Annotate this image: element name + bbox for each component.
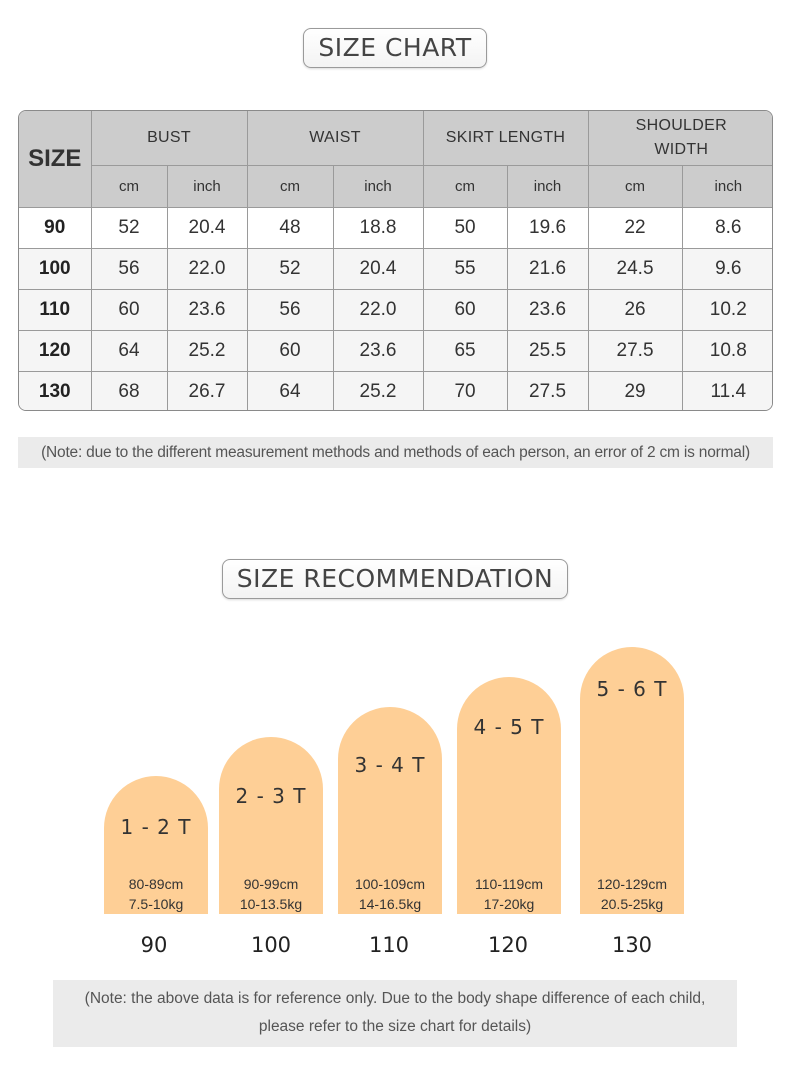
table-cell: 68 bbox=[90, 371, 168, 410]
table-cell: 10.8 bbox=[681, 330, 772, 372]
table-row: 90 52 20.4 48 18.8 50 19.6 22 8.6 bbox=[19, 207, 772, 249]
size-cell: 90 bbox=[19, 207, 92, 249]
height-range: 90-99cm bbox=[243, 876, 299, 892]
size-label-110: 110 bbox=[368, 933, 410, 957]
table-cell: 56 bbox=[246, 289, 334, 331]
table-cell: 25.2 bbox=[332, 371, 424, 410]
unit-header: cm bbox=[587, 165, 683, 208]
size-label-90: 90 bbox=[140, 933, 168, 957]
waist-header: WAIST bbox=[246, 111, 424, 166]
table-cell: 19.6 bbox=[506, 207, 589, 249]
table-cell: 60 bbox=[90, 289, 168, 331]
table-row: 130 68 26.7 64 25.2 70 27.5 29 11.4 bbox=[19, 371, 772, 410]
height-range: 110-119cm bbox=[475, 876, 543, 892]
age-range: 3 - 4 T bbox=[354, 753, 426, 777]
unit-header: cm bbox=[422, 165, 508, 208]
age-range: 5 - 6 T bbox=[596, 677, 668, 701]
reference-note-line-2: please refer to the size chart for detai… bbox=[258, 1018, 532, 1035]
weight-range: 17-20kg bbox=[483, 896, 535, 912]
table-cell: 70 bbox=[422, 371, 508, 410]
table-cell: 22.0 bbox=[332, 289, 424, 331]
table-cell: 26 bbox=[587, 289, 683, 331]
table-cell: 60 bbox=[422, 289, 508, 331]
size-recommendation-title-wrap: SIZE RECOMMENDATION bbox=[0, 559, 790, 599]
table-cell: 21.6 bbox=[506, 248, 589, 290]
size-chart-title-wrap: SIZE CHART bbox=[0, 28, 790, 68]
unit-header: cm bbox=[91, 165, 168, 208]
unit-header: inch bbox=[332, 165, 424, 208]
table-cell: 26.7 bbox=[166, 371, 248, 410]
table-cell: 11.4 bbox=[681, 371, 772, 410]
reference-note: (Note: the above data is for reference o… bbox=[53, 980, 737, 1047]
table-cell: 64 bbox=[90, 330, 168, 372]
table-cell: 56 bbox=[90, 248, 168, 290]
measurement-note: (Note: due to the different measurement … bbox=[18, 437, 773, 468]
unit-header: inch bbox=[166, 165, 248, 208]
table-cell: 22.0 bbox=[166, 248, 248, 290]
table-cell: 25.5 bbox=[506, 330, 589, 372]
table-cell: 23.6 bbox=[332, 330, 424, 372]
recommendation-pill-130: 5 - 6 T 120-129cm 20.5-25kg bbox=[580, 647, 684, 914]
weight-range: 7.5-10kg bbox=[128, 896, 184, 912]
recommendation-pill-90: 1 - 2 T 80-89cm 7.5-10kg bbox=[104, 776, 208, 914]
weight-range: 10-13.5kg bbox=[239, 896, 303, 912]
size-recommendation-title: SIZE RECOMMENDATION bbox=[221, 559, 569, 599]
bust-header: BUST bbox=[90, 111, 248, 166]
age-range: 2 - 3 T bbox=[235, 784, 307, 808]
size-label-120: 120 bbox=[487, 933, 529, 957]
height-range: 100-109cm bbox=[354, 876, 426, 892]
table-cell: 50 bbox=[422, 207, 508, 249]
recommendation-pill-120: 4 - 5 T 110-119cm 17-20kg bbox=[457, 677, 561, 914]
table-cell: 52 bbox=[90, 207, 168, 249]
size-label-130: 130 bbox=[611, 933, 653, 957]
table-cell: 27.5 bbox=[506, 371, 589, 410]
height-range: 120-129cm bbox=[596, 876, 668, 892]
age-range: 4 - 5 T bbox=[473, 715, 545, 739]
table-cell: 65 bbox=[422, 330, 508, 372]
table-row: 100 56 22.0 52 20.4 55 21.6 24.5 9.6 bbox=[19, 248, 772, 290]
table-cell: 9.6 bbox=[681, 248, 772, 290]
table-cell: 25.2 bbox=[166, 330, 248, 372]
shoulder-width-header: SHOULDER WIDTH bbox=[587, 111, 772, 166]
recommendation-pill-110: 3 - 4 T 100-109cm 14-16.5kg bbox=[338, 707, 442, 914]
table-cell: 20.4 bbox=[166, 207, 248, 249]
size-cell: 110 bbox=[19, 289, 92, 331]
table-cell: 29 bbox=[587, 371, 683, 410]
size-cell: 130 bbox=[19, 371, 92, 410]
table-cell: 24.5 bbox=[587, 248, 683, 290]
reference-note-line-1: (Note: the above data is for reference o… bbox=[84, 990, 706, 1007]
unit-header: inch bbox=[681, 165, 772, 208]
table-cell: 23.6 bbox=[166, 289, 248, 331]
size-cell: 120 bbox=[19, 330, 92, 372]
table-cell: 60 bbox=[246, 330, 334, 372]
age-range: 1 - 2 T bbox=[120, 815, 192, 839]
table-cell: 23.6 bbox=[506, 289, 589, 331]
table-row: 120 64 25.2 60 23.6 65 25.5 27.5 10.8 bbox=[19, 330, 772, 372]
recommendation-pill-100: 2 - 3 T 90-99cm 10-13.5kg bbox=[219, 737, 323, 914]
table-cell: 10.2 bbox=[681, 289, 772, 331]
size-chart-table: SIZE BUST WAIST SKIRT LENGTH SHOULDER WI… bbox=[18, 110, 773, 411]
size-label-100: 100 bbox=[250, 933, 292, 957]
skirt-length-header: SKIRT LENGTH bbox=[422, 111, 589, 166]
weight-range: 20.5-25kg bbox=[600, 896, 664, 912]
table-cell: 20.4 bbox=[332, 248, 424, 290]
height-range: 80-89cm bbox=[128, 876, 184, 892]
size-cell: 100 bbox=[19, 248, 92, 290]
table-cell: 27.5 bbox=[587, 330, 683, 372]
size-header: SIZE bbox=[19, 111, 92, 208]
table-cell: 64 bbox=[246, 371, 334, 410]
size-chart-title: SIZE CHART bbox=[303, 28, 487, 68]
weight-range: 14-16.5kg bbox=[358, 896, 422, 912]
table-cell: 22 bbox=[587, 207, 683, 249]
table-row: 110 60 23.6 56 22.0 60 23.6 26 10.2 bbox=[19, 289, 772, 331]
unit-header: cm bbox=[246, 165, 334, 208]
table-cell: 52 bbox=[246, 248, 334, 290]
unit-header: inch bbox=[506, 165, 589, 208]
table-cell: 55 bbox=[422, 248, 508, 290]
table-cell: 48 bbox=[246, 207, 334, 249]
table-cell: 8.6 bbox=[681, 207, 772, 249]
table-cell: 18.8 bbox=[332, 207, 424, 249]
